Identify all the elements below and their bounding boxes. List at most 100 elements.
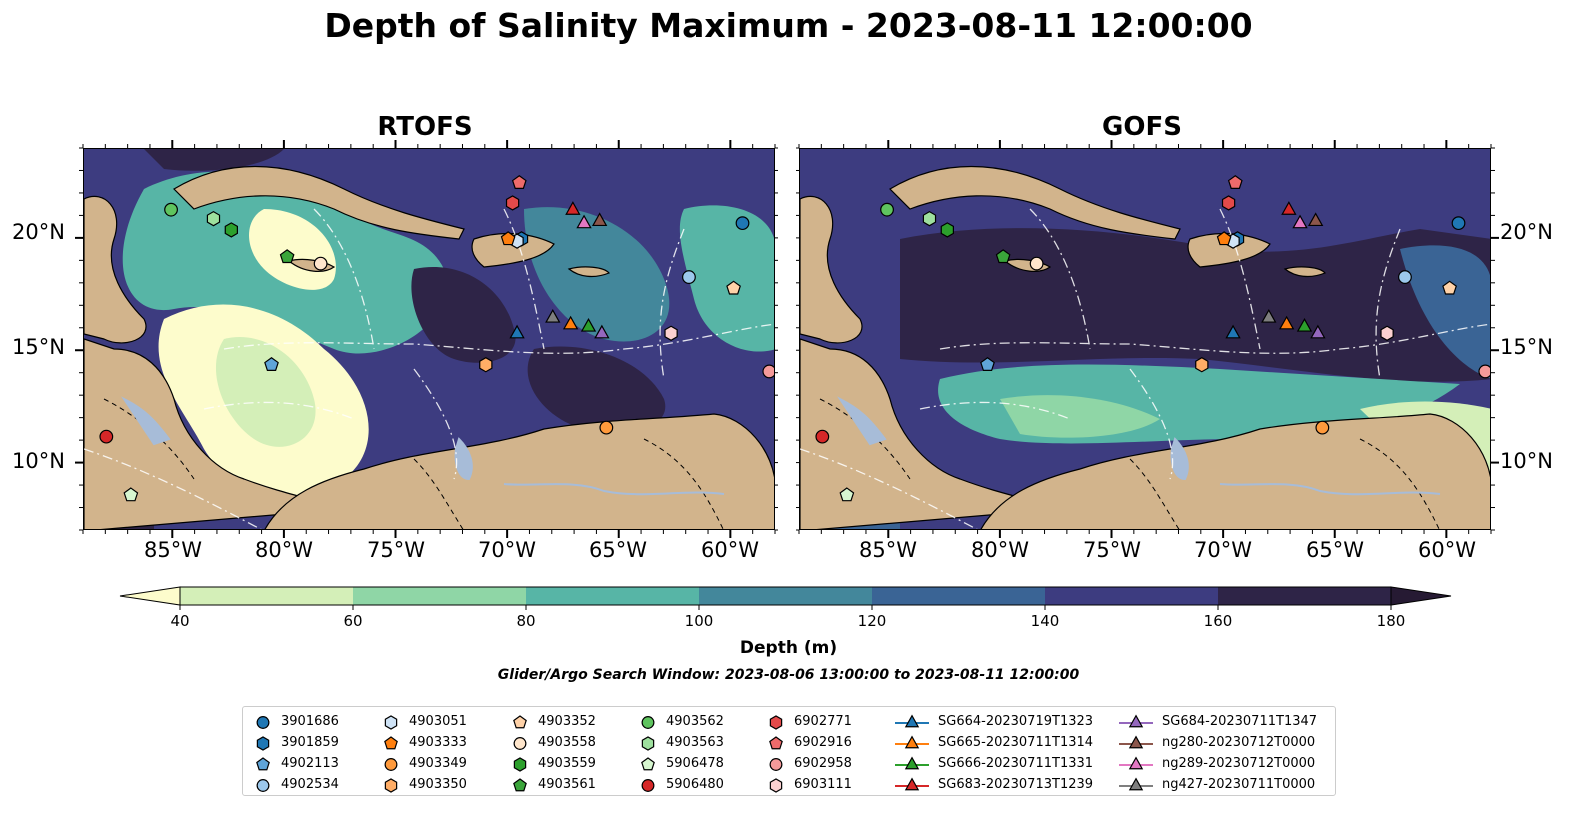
legend-item: 3901686 [253,711,339,732]
lon-tick-label: 60°W [701,538,759,562]
legend-marker [256,778,270,792]
legend-item: 4903349 [381,753,467,774]
legend-label: SG666-20230711T1331 [938,756,1094,771]
legend-label: ng427-20230711T0000 [1162,777,1316,792]
legend-label: 3901859 [281,735,339,750]
map-panel-gofs [799,148,1491,530]
legend-item: 4903051 [381,711,467,732]
marker-5906478 [839,487,855,502]
legend-marker-triangle-icon [895,713,929,727]
legend-column: 4903562 4903563 5906478 5906480 [638,711,724,795]
marker-3901686 [1451,216,1466,231]
marker-6902916 [1227,174,1243,189]
legend-marker-hexagon-icon [641,735,655,751]
legend-marker [384,714,398,730]
lon-tick-label: 75°W [367,538,425,562]
colorbar-segment [526,587,700,605]
lon-tick-label: 70°W [478,538,536,562]
colorbar-segment [1045,587,1219,605]
marker-6902916 [511,174,527,189]
legend-marker [513,777,527,791]
legend-item: 4903559 [510,753,596,774]
legend-marker [769,777,783,793]
legend-marker [641,715,655,729]
colorbar-tick: 80 [516,612,536,630]
legend-label: 4903563 [666,735,724,750]
legend-marker [384,735,398,749]
legend-marker-pentagon-icon [769,735,783,749]
legend-marker-hexagon-icon [513,756,527,772]
observation-markers-gofs [815,174,1490,502]
legend-column: 3901686 3901859 4902113 4902534 [253,711,339,795]
legend-marker-pentagon-icon [513,777,527,791]
marker-4903562 [880,202,894,217]
legend-item: 5906478 [638,753,724,774]
legend-column: 4903352 4903558 4903559 4903561 [510,711,596,795]
legend-marker-circle-icon [256,715,270,729]
panel-title-rtofs: RTOFS [377,112,473,142]
legend-label: 4902534 [281,777,339,792]
lat-tick-label: 10°N [12,449,65,473]
lon-tick-label: 65°W [1306,538,1364,562]
marker-ng289-20230712T0000 [576,214,592,229]
legend-label: 4903352 [538,714,596,729]
marker-ng427-20230711T0000 [1261,308,1277,323]
legend-marker [904,734,920,748]
legend-marker-circle-icon [641,715,655,729]
marker-4903561 [995,249,1011,264]
marker-6902958 [1478,364,1490,379]
legend-item: 4903562 [638,711,724,732]
legend-item: SG664-20230719T1323 [894,711,1093,732]
legend-marker-hexagon-icon [384,777,398,793]
legend-marker-pentagon-icon [384,735,398,749]
marker-SG664-20230719T1323 [509,324,525,339]
legend-label: 4903558 [538,735,596,750]
map-panel-rtofs [83,148,775,530]
legend-marker-circle-icon [384,757,398,771]
legend-marker-hexagon-icon [769,714,783,730]
lon-tick-label: 80°W [255,538,313,562]
marker-4903559 [940,222,954,238]
legend-item: 4902534 [253,774,339,795]
marker-4903350 [1195,357,1209,373]
marker-5906480 [99,429,114,444]
legend-marker-circle-icon [641,778,655,792]
lat-tick-label: 20°N [12,220,65,244]
legend-marker [1128,734,1144,748]
legend-marker-triangle-icon [1119,755,1153,769]
rivers-lakes [837,396,1441,496]
lat-tick-label: 15°N [12,335,65,359]
lon-tick-label: 65°W [589,538,647,562]
marker-4903563 [206,210,221,227]
marker-4903561 [279,249,295,264]
lat-tick-label: 10°N [1500,449,1553,473]
marker-4903333 [1216,231,1232,246]
marker-ng289-20230712T0000 [1292,214,1308,229]
legend-marker-pentagon-icon [256,756,270,770]
marker-4903352 [726,280,741,295]
legend-marker [769,757,783,771]
marker-4902534 [1398,270,1412,284]
marker-6902771 [505,195,520,211]
legend-marker [904,755,920,769]
legend-item: 6903111 [766,774,852,795]
colorbar-segment [1218,587,1392,605]
marker-6903111 [664,325,678,341]
legend-marker [641,756,655,770]
figure-title: Depth of Salinity Maximum - 2023-08-11 1… [324,6,1253,45]
marker-5906480 [815,429,830,444]
legend-label: 4903559 [538,756,596,771]
legend-label: 4903349 [409,756,467,771]
legend-marker-circle-icon [769,757,783,771]
legend-item: 5906480 [638,774,724,795]
marker-ng427-20230711T0000 [545,308,561,323]
marker-SG664-20230719T1323 [1225,324,1241,339]
marker-5906478 [123,487,139,502]
colorbar-segment [353,587,527,605]
legend-marker-triangle-icon [895,755,929,769]
legend-item: SG683-20230713T1239 [894,774,1093,795]
colorbar-extend-under [119,586,181,606]
marker-4903352 [1442,280,1457,295]
colorbar-tick: 180 [1376,612,1406,630]
lon-tick-label: 70°W [1194,538,1252,562]
